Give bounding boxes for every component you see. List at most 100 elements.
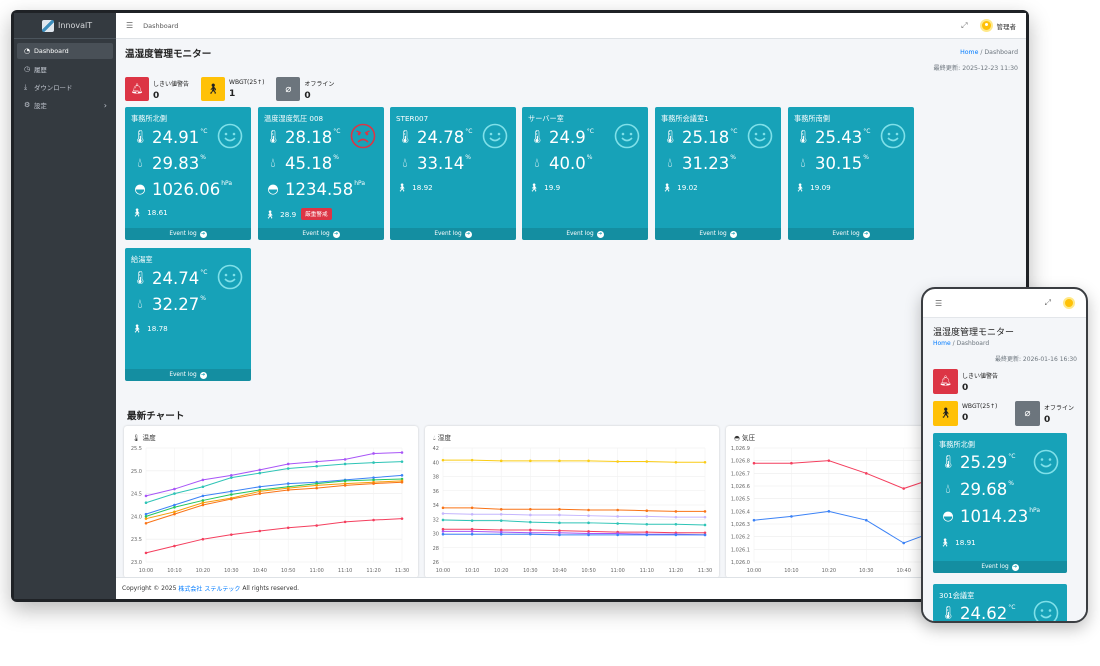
person-icon: 🚶︎: [201, 77, 226, 101]
data-point: [258, 492, 262, 495]
x-tick-label: 10:40: [897, 568, 911, 574]
footer-company-link[interactable]: 株式会社 ステルテック: [178, 586, 241, 593]
sidebar-item-history[interactable]: ◷ 履歴: [17, 61, 113, 77]
chart-header: ◓ 気圧: [734, 432, 755, 442]
sensor-card[interactable]: 温度湿度気圧 008 🌡︎ 28.18 °C 💧︎ 45.18% ◓ 1234.58 hPa 🚶︎…: [258, 107, 384, 240]
chart-temperature: 🌡︎ 温度 23.0 23.5 24.0 24.5 25.0 25.5 10:00 10:10…: [124, 426, 418, 578]
data-point: [144, 501, 148, 505]
data-point: [470, 458, 474, 462]
person-icon: 🚶︎: [662, 183, 673, 192]
data-point: [616, 515, 619, 518]
avatar[interactable]: [979, 19, 993, 32]
phone-sensor-card[interactable]: 事務所北側 🌡︎ 25.29 °C 💧︎ 29.68% ◓ 1014.23 hPa 🚶︎ 1…: [933, 433, 1067, 573]
menu-toggle-icon[interactable]: ☰: [126, 21, 134, 30]
data-point: [144, 517, 148, 520]
charts-section-title: 最新チャート: [127, 411, 185, 422]
sidebar-item-dashboard[interactable]: ◔ Dashboard: [17, 43, 113, 59]
sensor-name: 事務所南側: [794, 114, 830, 123]
data-point: [674, 522, 678, 526]
status-count: 0: [304, 91, 311, 101]
status-label: WBGT(25↑): [229, 79, 265, 86]
breadcrumb-separator: /: [952, 340, 955, 347]
data-point: [558, 507, 561, 511]
menu-toggle-icon[interactable]: ☰: [935, 298, 943, 308]
status-threshold[interactable]: 🔔︎ しきい値警告 0: [933, 369, 998, 394]
data-point: [752, 461, 756, 465]
data-point: [616, 522, 619, 525]
status-wbgt[interactable]: 🚶︎ WBGT(25↑) 1: [201, 77, 264, 101]
event-log-link[interactable]: Event log ➜: [258, 228, 384, 240]
data-point: [558, 521, 561, 525]
thermometer-icon: 🌡︎: [131, 130, 149, 145]
droplet-icon: 💧︎: [137, 297, 143, 312]
data-point: [372, 482, 375, 485]
y-tick-label: 25.5: [131, 446, 142, 452]
avatar[interactable]: [1063, 297, 1075, 309]
status-threshold[interactable]: 🔔︎ しきい値警告 0: [125, 77, 189, 101]
y-tick-label: 1,026.0: [731, 560, 750, 566]
sensor-card[interactable]: STER007 🌡︎ 24.78 °C 💧︎ 33.14% 🚶︎ 18.92 Event log…: [390, 107, 516, 240]
event-log-link[interactable]: Event log ➜: [655, 228, 781, 240]
humidity-value: 30.15: [815, 154, 863, 173]
event-log-link[interactable]: Event log ➜: [125, 369, 251, 381]
topbar-breadcrumb[interactable]: Dashboard: [143, 21, 179, 30]
data-point: [703, 533, 707, 537]
sensor-card[interactable]: サーバー室 🌡︎ 24.9 °C 💧︎ 40.0% 🚶︎ 19.9 Event log ➜: [522, 107, 648, 240]
x-tick-label: 10:10: [784, 568, 798, 574]
sensor-card[interactable]: 事務所南側 🌡︎ 25.43 °C 💧︎ 30.15% 🚶︎ 19.09 Event log ➜: [788, 107, 914, 240]
sidebar-item-label: Dashboard: [34, 47, 69, 55]
y-tick-label: 34: [433, 503, 439, 509]
data-point: [558, 531, 561, 535]
data-point: [286, 526, 290, 530]
person-icon: 🚶︎: [795, 183, 806, 192]
event-log-label: Event log: [169, 231, 197, 237]
temperature-unit: °C: [200, 128, 208, 135]
angry-face-icon: [350, 123, 376, 149]
sensor-card[interactable]: 事務所会議室1 🌡︎ 25.18 °C 💧︎ 31.23% 🚶︎ 19.02 Event log…: [655, 107, 781, 240]
breadcrumb-home-link[interactable]: Home: [960, 49, 979, 56]
status-label: オフライン: [304, 81, 335, 88]
status-wbgt[interactable]: 🚶︎ WBGT(25↑) 0: [933, 401, 997, 426]
sensor-card[interactable]: 給湯室 🌡︎ 24.74 °C 💧︎ 32.27% 🚶︎ 18.78 Event log ➜: [125, 248, 251, 381]
data-point: [470, 519, 474, 522]
brand[interactable]: InnovalT: [14, 13, 116, 39]
chart-temperature-plot[interactable]: 23.0 23.5 24.0 24.5 25.0 25.5 10:00 10:10 10:20 1…: [124, 442, 418, 578]
phone-sensor-card[interactable]: 301会議室 🌡︎ 24.62 °C: [933, 584, 1067, 621]
event-log-link[interactable]: Event log ➜: [522, 228, 648, 240]
data-point: [400, 477, 404, 481]
data-point: [441, 458, 445, 462]
event-log-link[interactable]: Event log ➜: [933, 561, 1067, 573]
smile-face-icon: [747, 123, 773, 149]
sensor-name: 温度湿度気圧 008: [264, 114, 324, 123]
sidebar-item-download[interactable]: ⤓ ダウンロード: [17, 79, 113, 95]
data-point: [173, 505, 176, 509]
breadcrumb-home-link[interactable]: Home: [933, 340, 951, 347]
y-tick-label: 30: [433, 532, 439, 538]
humidity-metric: 💧︎ 31.23%: [661, 154, 736, 173]
data-point: [173, 487, 176, 491]
user-name[interactable]: 管理者: [996, 22, 1017, 31]
sensor-card[interactable]: 事務所北側 🌡︎ 24.91 °C 💧︎ 29.83% ◓ 1026.06 hPa 🚶︎ 18.61…: [125, 107, 251, 240]
smile-face-icon: [217, 264, 243, 290]
chart-humidity-plot[interactable]: 26 28 30 32 34 36 38 40 42 10:00 10:10 10:20 10:30 10…: [425, 442, 719, 578]
humidity-unit: %: [586, 154, 593, 161]
smile-face-icon: [1033, 600, 1059, 621]
x-tick-label: 11:00: [309, 568, 323, 574]
status-offline[interactable]: ⌀ オフライン 0: [276, 77, 334, 101]
event-log-link[interactable]: Event log ➜: [788, 228, 914, 240]
fullscreen-icon[interactable]: ⤢: [1044, 298, 1051, 307]
sidebar-item-settings[interactable]: ⚙ 設定 ›: [17, 97, 113, 113]
offline-icon: ⌀: [276, 77, 301, 101]
fullscreen-icon[interactable]: ⤢: [961, 20, 968, 30]
data-point: [645, 509, 649, 512]
y-tick-label: 1,026.4: [731, 509, 750, 515]
x-tick-label: 10:30: [859, 568, 873, 574]
chart-title: 湿度: [437, 434, 451, 442]
smile-face-icon: [1033, 449, 1059, 475]
arrow-right-icon: ➜: [1011, 563, 1019, 571]
status-offline[interactable]: ⌀ オフライン 0: [1015, 401, 1074, 426]
data-point: [230, 497, 233, 501]
bell-icon: 🔔︎: [933, 369, 958, 394]
event-log-link[interactable]: Event log ➜: [390, 228, 516, 240]
event-log-link[interactable]: Event log ➜: [125, 228, 251, 240]
